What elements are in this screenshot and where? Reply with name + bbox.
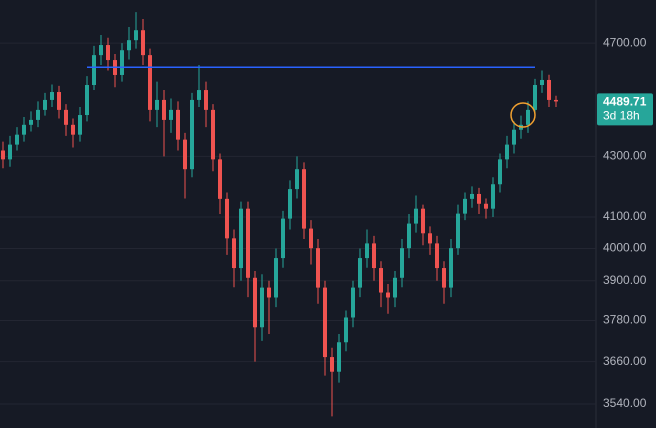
candle-body — [57, 92, 61, 110]
last-price-label: 4489.71 — [603, 95, 647, 109]
candle-body — [386, 292, 390, 298]
candle-body — [330, 357, 334, 372]
y-tick-label: 4100.00 — [603, 209, 647, 223]
candle-body — [246, 208, 250, 278]
candle-body — [358, 258, 362, 288]
candle-body — [260, 287, 264, 328]
grid — [0, 42, 596, 405]
countdown-label: 3d 18h — [603, 109, 640, 123]
candle-body — [281, 218, 285, 259]
candle-body — [78, 115, 82, 135]
candle-body — [449, 248, 453, 288]
candle-body — [190, 99, 194, 170]
candle-body — [92, 55, 96, 86]
candle-body — [64, 109, 68, 125]
candle-body — [337, 342, 341, 372]
candle-body — [428, 233, 432, 244]
candle-body — [134, 30, 138, 41]
candle-body — [554, 99, 558, 102]
candle-body — [218, 159, 222, 199]
candle-body — [505, 144, 509, 160]
candle-body — [442, 268, 446, 288]
candle-body — [155, 99, 159, 110]
candle-body — [351, 287, 355, 318]
candle-body — [463, 198, 467, 214]
candle-body — [512, 129, 516, 145]
y-tick-label: 3540.00 — [603, 396, 647, 410]
candle-body — [316, 248, 320, 288]
candle-body — [421, 208, 425, 234]
candle-body — [15, 134, 19, 145]
y-tick-label: 4000.00 — [603, 241, 647, 255]
candle-body — [302, 169, 306, 229]
candle-body — [470, 193, 474, 199]
candle-body — [484, 203, 488, 209]
candle-body — [85, 85, 89, 116]
candle-body — [148, 55, 152, 110]
candle-body — [239, 208, 243, 269]
candle-body — [99, 45, 103, 56]
y-tick-label: 3900.00 — [603, 273, 647, 287]
candle-body — [288, 189, 292, 219]
candle-body — [120, 50, 124, 75]
candle-body — [106, 45, 110, 61]
candle-body — [204, 90, 208, 110]
candle-body — [547, 79, 551, 100]
candle-body — [477, 193, 481, 204]
candle-body — [176, 109, 180, 140]
candle-body — [8, 144, 12, 160]
candle-body — [414, 208, 418, 224]
candle-body — [435, 243, 439, 269]
candle-body — [50, 92, 54, 100]
candle-body — [71, 124, 75, 135]
y-tick-label: 3660.00 — [603, 354, 647, 368]
candle-body — [36, 109, 40, 120]
last-price-box — [597, 93, 653, 126]
candle-body — [400, 248, 404, 278]
candle-body — [197, 90, 201, 100]
candle-body — [491, 184, 495, 209]
candle-body — [295, 169, 299, 190]
price-axis: 4700.00 4300.00 4100.00 4000.00 3900.00 3780.… — [597, 35, 653, 410]
candle-body — [141, 30, 145, 56]
candle-body — [127, 40, 131, 51]
candle-body — [22, 124, 26, 135]
candle-body — [211, 109, 215, 160]
candle-body — [232, 238, 236, 269]
candle-body — [526, 109, 530, 125]
candle-body — [498, 159, 502, 185]
candle-body — [323, 287, 327, 358]
candle-body — [365, 243, 369, 259]
y-tick-label: 4700.00 — [603, 35, 647, 49]
candle-body — [407, 223, 411, 249]
y-tick-label: 3780.00 — [603, 313, 647, 327]
candle-body — [169, 109, 173, 120]
candle-body — [253, 277, 257, 328]
candle-body — [43, 99, 47, 110]
candle-body — [344, 317, 348, 343]
candle-body — [1, 150, 5, 160]
candle-body — [393, 277, 397, 298]
candle-body — [225, 198, 229, 239]
candle-body — [183, 139, 187, 170]
candle-body — [533, 85, 537, 110]
candles — [1, 12, 558, 417]
y-tick-label: 4300.00 — [603, 149, 647, 163]
candle-body — [267, 287, 271, 298]
candle-body — [162, 99, 166, 120]
candle-body — [540, 79, 544, 86]
candle-body — [274, 258, 278, 298]
candle-body — [309, 228, 313, 249]
highlight-circle — [510, 102, 536, 128]
candle-body — [372, 243, 376, 269]
candle-body — [456, 213, 460, 249]
candle-body — [29, 119, 33, 125]
candle-body — [379, 268, 383, 293]
